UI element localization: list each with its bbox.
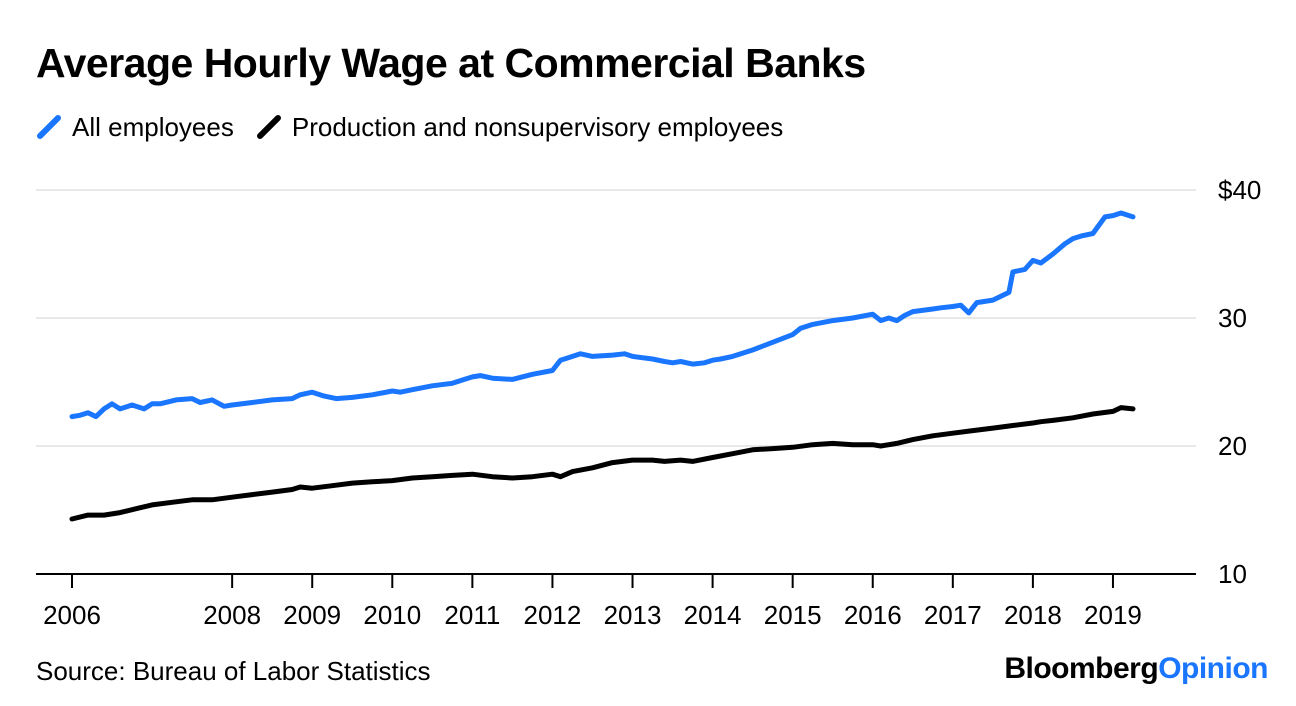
y-tick-label-40: $40 [1218, 175, 1261, 205]
brand-part-1: Bloomberg [1004, 652, 1159, 685]
legend-item-production-employees: Production and nonsupervisory employees [256, 112, 783, 143]
x-tick-label-2017: 2017 [924, 600, 982, 630]
brand-part-2: Opinion [1158, 652, 1268, 685]
x-tick-label-2009: 2009 [283, 600, 341, 630]
x-tick-label-2016: 2016 [844, 600, 902, 630]
legend-item-all-employees: All employees [36, 112, 234, 143]
x-tick-label-2010: 2010 [363, 600, 421, 630]
x-tick-label-2013: 2013 [604, 600, 662, 630]
x-tick-label-2011: 2011 [444, 600, 500, 630]
y-axis-tick-labels: $40 30 20 10 [1218, 175, 1261, 589]
y-tick-label-20: 20 [1218, 431, 1247, 461]
x-tick-label-2008: 2008 [203, 600, 261, 630]
source-note: Source: Bureau of Labor Statistics [36, 656, 431, 686]
x-tick-label-2006: 2006 [43, 600, 101, 630]
legend-swatch-production-employees [256, 115, 281, 139]
x-tick-label-2019: 2019 [1084, 600, 1142, 630]
x-tick-label-2012: 2012 [524, 600, 582, 630]
brand-logo: BloombergOpinion [1004, 652, 1268, 686]
gridlines [36, 189, 1196, 447]
x-tick-label-2014: 2014 [684, 600, 742, 630]
legend-label-production-employees: Production and nonsupervisory employees [291, 111, 784, 142]
legend-label-all-employees: All employees [72, 111, 234, 142]
series-line-production-employees [69, 405, 1136, 522]
legend-swatch-all-employees [37, 115, 61, 139]
y-tick-label-30: 30 [1218, 303, 1247, 333]
x-axis: 2006 2008 2009 2010 2011 2012 2013 2014 2015 2016… [36, 573, 1196, 630]
chart-title: Average Hourly Wage at Commercial Banks [36, 40, 866, 86]
series-lines [69, 210, 1136, 522]
y-tick-label-10: 10 [1218, 559, 1247, 589]
x-tick-label-2018: 2018 [1004, 600, 1062, 630]
legend: All employees Production and nonsupervis… [36, 110, 805, 144]
series-line-all-employees [69, 210, 1136, 420]
x-tick-label-2015: 2015 [764, 600, 822, 630]
